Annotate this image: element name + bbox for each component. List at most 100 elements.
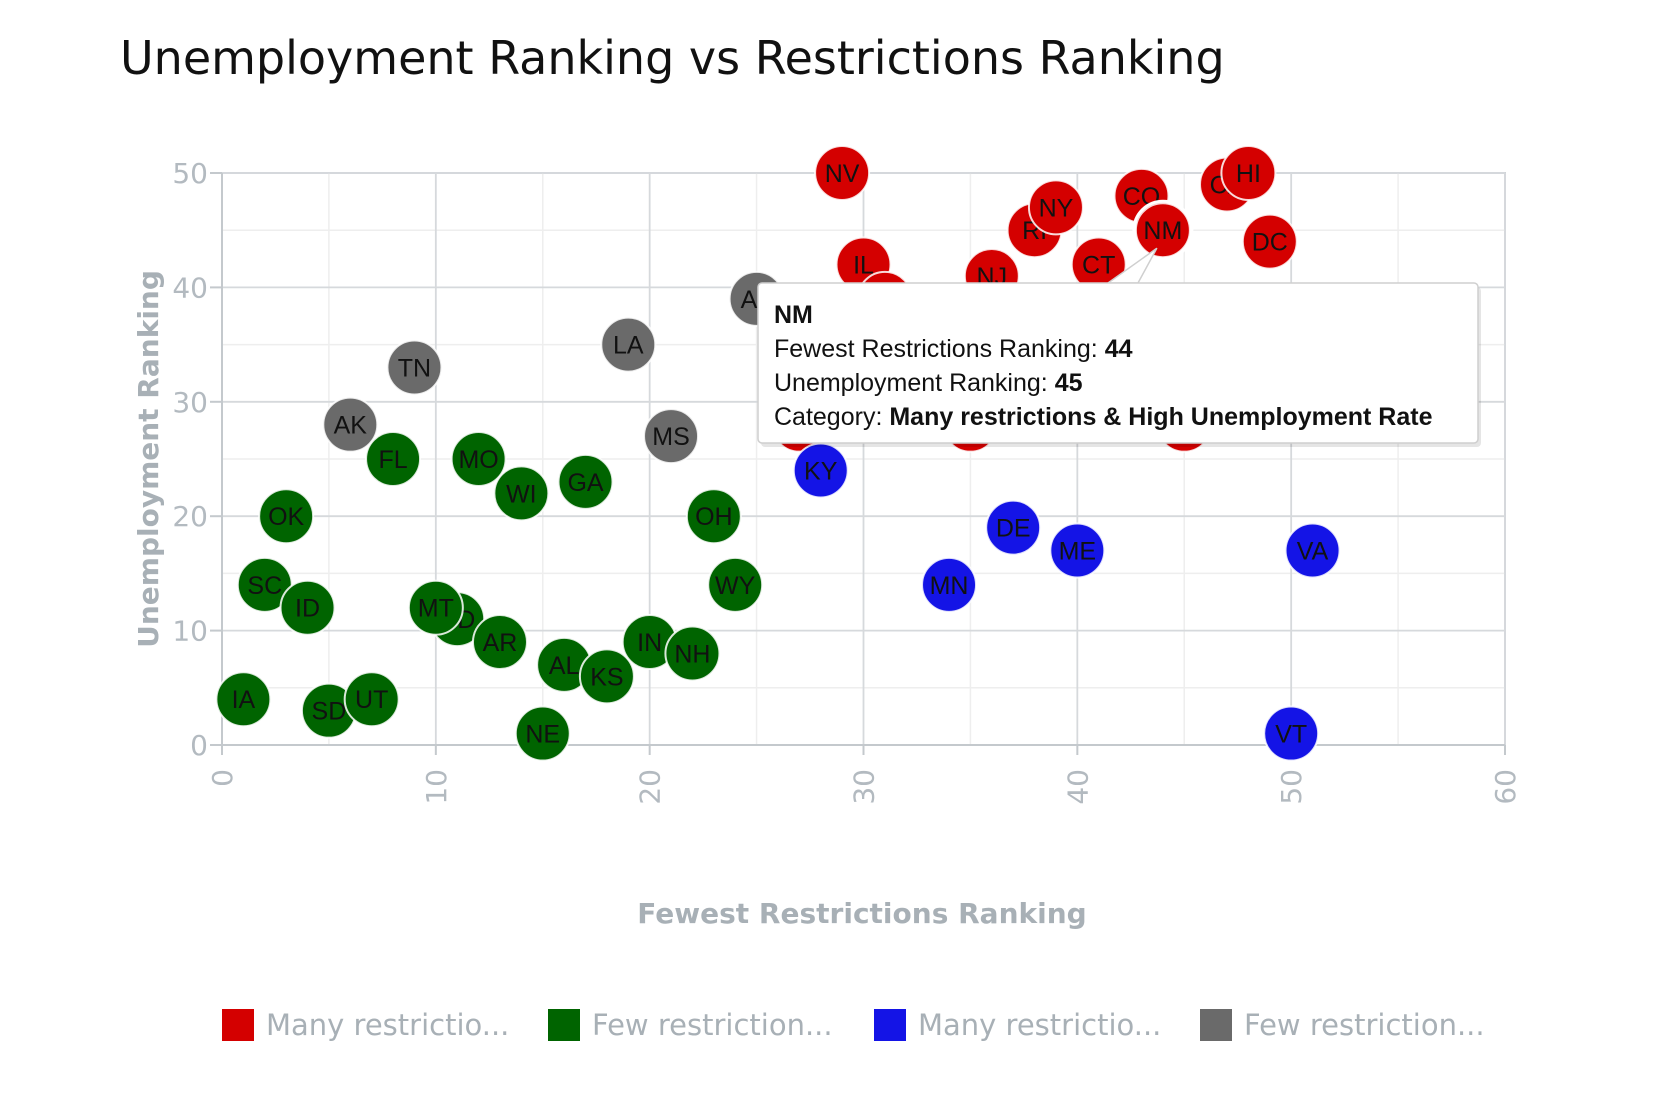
point-label: NY <box>1039 194 1074 222</box>
data-point <box>471 614 528 671</box>
data-point <box>557 453 614 510</box>
point-label: NE <box>525 721 560 749</box>
legend-swatch <box>548 1009 580 1041</box>
legend-swatch <box>1200 1009 1232 1041</box>
data-point <box>215 671 272 728</box>
point-label: IL <box>853 252 874 280</box>
series-3: KY MN DE ME VT VA <box>792 442 1341 762</box>
legend-swatch <box>874 1009 906 1041</box>
point-label: HI <box>1236 160 1261 188</box>
point-label: ID <box>295 595 320 623</box>
data-point <box>322 396 379 453</box>
data-point <box>258 488 315 545</box>
y-tick-label: 30 <box>172 386 208 419</box>
y-axis-title: Unemployment Ranking <box>132 270 165 648</box>
data-point <box>1027 179 1084 236</box>
point-label: SD <box>312 698 347 726</box>
point-label: VA <box>1297 538 1329 566</box>
data-point <box>685 488 742 545</box>
point-label: MS <box>652 423 690 451</box>
point-label: OH <box>695 503 733 531</box>
series-2: IASCOKIDSDUTFLNDMTMOARWINEALGAKSINNHOHWY <box>215 431 764 762</box>
tooltip-x-value: Fewest Restrictions Ranking: 44 <box>774 335 1133 363</box>
tooltip: NM Fewest Restrictions Ranking: 44 Unemplo… <box>757 199 1481 447</box>
x-tick-label: 20 <box>634 769 667 805</box>
point-label: DC <box>1252 229 1288 257</box>
point-label: TN <box>398 354 431 382</box>
axes: 0 10 20 30 40 50 0 10 20 30 40 50 60 <box>172 157 1522 805</box>
tooltip-title: NM <box>774 301 813 329</box>
point-label: GA <box>567 469 603 497</box>
point-label: SC <box>247 572 282 600</box>
data-point <box>365 431 422 487</box>
point-label: KS <box>590 663 623 691</box>
data-point <box>1263 705 1320 762</box>
point-label: UT <box>355 686 388 714</box>
point-label: KY <box>804 457 838 485</box>
point-label: FL <box>378 446 407 474</box>
point-label: MN <box>930 572 969 600</box>
legend-label: Few restriction... <box>592 1008 833 1042</box>
data-point <box>664 625 721 682</box>
point-label: NH <box>674 640 710 668</box>
x-tick-label: 10 <box>420 769 453 805</box>
x-tick-label: 60 <box>1489 769 1522 805</box>
point-label: AL <box>549 652 580 680</box>
data-point <box>1241 213 1298 270</box>
data-point <box>578 648 635 705</box>
highlight-ring <box>1132 199 1194 261</box>
data-point <box>707 556 764 613</box>
chart-title: Unemployment Ranking vs Restrictions Ran… <box>120 31 1225 85</box>
data-point <box>450 431 507 487</box>
data-point <box>985 499 1042 556</box>
data-points: NVILNJRINYCTCONMCAHIDCIASCOKIDSDUTFLNDMT… <box>215 145 1341 762</box>
y-tick-label: 10 <box>172 615 208 648</box>
point-label: OK <box>268 503 304 531</box>
tooltip-box <box>757 282 1479 444</box>
y-tick-label: 20 <box>172 500 208 533</box>
y-tick-label: 40 <box>172 271 208 304</box>
data-point <box>1284 522 1341 579</box>
legend: Many restrictio... Few restriction... Many… <box>222 1008 1485 1042</box>
legend-item: Many restrictio... <box>222 1008 509 1042</box>
data-point <box>386 339 443 396</box>
x-axis-title: Fewest Restrictions Ranking <box>637 897 1086 930</box>
data-point <box>921 556 978 613</box>
point-label: IN <box>637 629 662 657</box>
data-point <box>343 671 400 728</box>
point-label: DE <box>996 515 1031 543</box>
legend-swatch <box>222 1009 254 1041</box>
tooltip-pointer-cover <box>1088 284 1158 290</box>
legend-label: Many restrictio... <box>918 1008 1161 1042</box>
point-label: LA <box>613 332 644 360</box>
point-label: VT <box>1275 721 1307 749</box>
x-tick-label: 50 <box>1275 769 1308 805</box>
data-point <box>407 579 464 636</box>
data-point <box>643 408 700 465</box>
data-point <box>814 145 871 201</box>
legend-item: Few restriction... <box>548 1008 833 1042</box>
legend-item: Few restriction... <box>1200 1008 1485 1042</box>
data-point <box>279 579 336 636</box>
y-tick-label: 0 <box>190 729 208 762</box>
point-label: CT <box>1082 252 1115 280</box>
point-label: IA <box>232 686 256 714</box>
legend-label: Few restriction... <box>1244 1008 1485 1042</box>
data-point <box>514 705 571 762</box>
x-tick-label: 30 <box>848 769 881 805</box>
data-point <box>493 465 550 522</box>
point-label: AK <box>334 412 368 440</box>
x-tick-label: 0 <box>206 769 239 787</box>
data-point <box>600 316 657 373</box>
data-point <box>1049 522 1106 579</box>
point-label: WI <box>506 480 537 508</box>
point-label: NV <box>825 160 860 188</box>
point-label: WY <box>715 572 756 600</box>
point-label: MO <box>458 446 498 474</box>
legend-label: Many restrictio... <box>266 1008 509 1042</box>
y-tick-label: 50 <box>172 157 208 190</box>
point-label: ME <box>1059 538 1097 566</box>
tooltip-category: Category: Many restrictions & High Unemp… <box>774 403 1433 431</box>
point-label: NM <box>1143 217 1182 245</box>
